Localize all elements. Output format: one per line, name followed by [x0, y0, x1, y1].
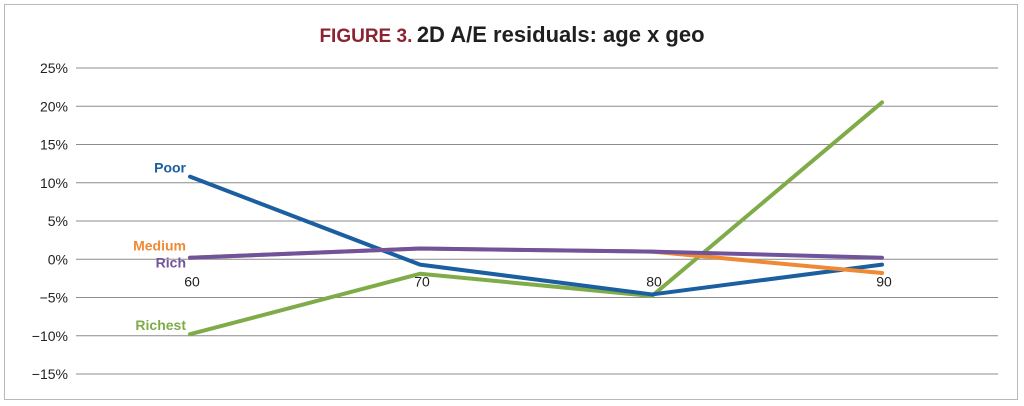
series-label-poor: Poor	[154, 160, 186, 176]
data-point-rich	[188, 256, 192, 260]
series-line-richest	[188, 100, 884, 337]
data-point-poor	[650, 292, 654, 296]
x-tick-label: 80	[646, 273, 662, 289]
data-point-richest	[418, 272, 422, 276]
data-point-rich	[418, 247, 422, 251]
chart-title: FIGURE 3. 2D A/E residuals: age x geo	[0, 22, 1024, 48]
data-point-rich	[880, 256, 884, 260]
y-tick-label: −15%	[32, 366, 68, 382]
series-label-richest: Richest	[135, 317, 186, 333]
data-point-rich	[650, 250, 654, 254]
series-line-poor	[188, 174, 884, 297]
chart-frame	[4, 4, 1018, 400]
data-point-poor	[418, 263, 422, 267]
series-label-rich: Rich	[156, 255, 186, 271]
y-tick-label: 15%	[40, 137, 68, 153]
y-tick-label: 0%	[48, 251, 68, 267]
y-tick-label: −5%	[40, 290, 68, 306]
series-line-rich	[188, 246, 884, 260]
y-tick-label: 10%	[40, 175, 68, 191]
y-tick-label: 5%	[48, 213, 68, 229]
data-point-poor	[880, 263, 884, 267]
y-tick-label: −10%	[32, 328, 68, 344]
chart-title-text: 2D A/E residuals: age x geo	[416, 22, 705, 47]
x-tick-label: 70	[414, 273, 430, 289]
x-tick-label: 60	[184, 273, 200, 289]
data-point-medium	[880, 271, 884, 275]
data-point-richest	[880, 100, 884, 104]
data-point-poor	[188, 175, 192, 179]
data-point-richest	[188, 332, 192, 336]
x-tick-label: 90	[876, 273, 892, 289]
series-label-medium: Medium	[133, 238, 186, 254]
y-tick-label: 20%	[40, 98, 68, 114]
figure-number: FIGURE 3.	[319, 26, 413, 47]
y-tick-label: 25%	[40, 60, 68, 76]
